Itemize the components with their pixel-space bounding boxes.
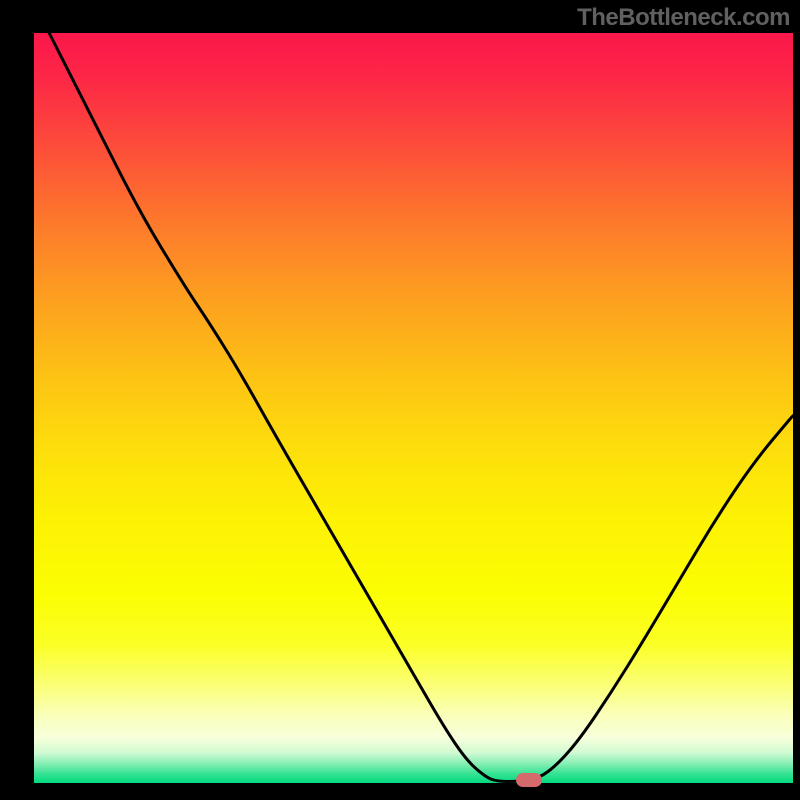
min-marker bbox=[516, 773, 542, 787]
plot-area bbox=[34, 33, 793, 783]
watermark-text: TheBottleneck.com bbox=[577, 4, 790, 32]
chart-frame: TheBottleneck.com bbox=[0, 0, 800, 800]
chart-svg bbox=[34, 33, 793, 783]
